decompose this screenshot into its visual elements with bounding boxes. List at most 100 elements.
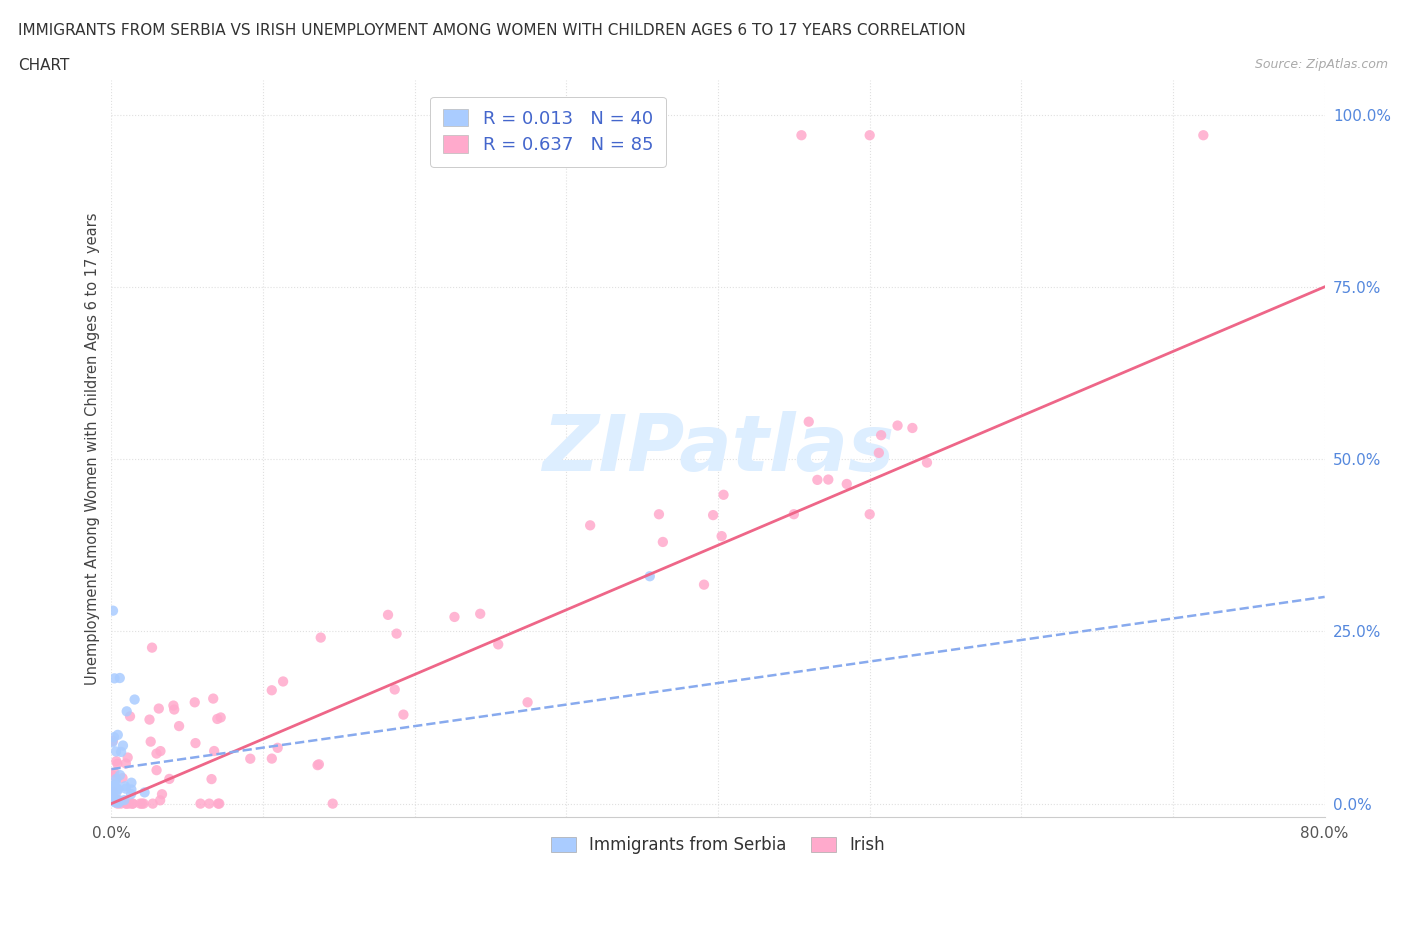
Point bbox=[308, 757, 330, 772]
Point bbox=[322, 796, 344, 811]
Point bbox=[101, 604, 124, 618]
Point bbox=[105, 744, 128, 759]
Point bbox=[198, 796, 221, 811]
Point bbox=[209, 710, 232, 724]
Point bbox=[271, 674, 294, 689]
Point bbox=[108, 671, 131, 685]
Point bbox=[167, 719, 190, 734]
Point bbox=[105, 776, 128, 790]
Point bbox=[183, 695, 205, 710]
Y-axis label: Unemployment Among Women with Children Ages 6 to 17 years: Unemployment Among Women with Children A… bbox=[86, 212, 100, 685]
Point bbox=[162, 698, 184, 713]
Point bbox=[121, 796, 143, 811]
Point bbox=[141, 640, 163, 655]
Point bbox=[120, 787, 142, 802]
Point bbox=[131, 796, 153, 811]
Point bbox=[124, 692, 146, 707]
Point bbox=[702, 508, 724, 523]
Point bbox=[105, 756, 128, 771]
Point bbox=[190, 796, 212, 811]
Point bbox=[115, 796, 138, 811]
Point bbox=[202, 744, 225, 759]
Point bbox=[790, 127, 813, 142]
Point bbox=[149, 744, 172, 759]
Text: CHART: CHART bbox=[18, 58, 70, 73]
Point bbox=[103, 765, 125, 780]
Point bbox=[148, 701, 170, 716]
Point bbox=[120, 776, 142, 790]
Point bbox=[103, 790, 125, 805]
Point bbox=[470, 606, 492, 621]
Text: IMMIGRANTS FROM SERBIA VS IRISH UNEMPLOYMENT AMONG WOMEN WITH CHILDREN AGES 6 TO: IMMIGRANTS FROM SERBIA VS IRISH UNEMPLOY… bbox=[18, 23, 966, 38]
Point bbox=[101, 786, 124, 801]
Point bbox=[103, 671, 125, 685]
Point bbox=[103, 768, 125, 783]
Point bbox=[121, 796, 143, 811]
Point bbox=[443, 609, 465, 624]
Point bbox=[200, 772, 222, 787]
Point bbox=[107, 792, 129, 807]
Point bbox=[114, 778, 136, 793]
Point bbox=[638, 569, 661, 584]
Point bbox=[579, 518, 602, 533]
Point bbox=[104, 781, 127, 796]
Point bbox=[710, 528, 733, 543]
Point bbox=[104, 795, 127, 810]
Point bbox=[145, 746, 167, 761]
Legend: Immigrants from Serbia, Irish: Immigrants from Serbia, Irish bbox=[544, 830, 891, 860]
Point bbox=[260, 751, 283, 766]
Point bbox=[307, 758, 329, 773]
Point bbox=[101, 735, 124, 750]
Point bbox=[105, 753, 128, 768]
Point bbox=[101, 793, 124, 808]
Point bbox=[184, 736, 207, 751]
Point bbox=[129, 796, 152, 811]
Point bbox=[108, 793, 131, 808]
Point bbox=[266, 740, 288, 755]
Point bbox=[101, 782, 124, 797]
Point bbox=[118, 709, 141, 724]
Point bbox=[859, 507, 882, 522]
Point bbox=[817, 472, 839, 487]
Point bbox=[486, 637, 509, 652]
Point bbox=[385, 626, 408, 641]
Point bbox=[208, 796, 231, 811]
Point bbox=[101, 792, 124, 807]
Point bbox=[107, 796, 129, 811]
Point bbox=[693, 578, 716, 592]
Point bbox=[115, 796, 138, 811]
Point bbox=[145, 763, 167, 777]
Point bbox=[107, 782, 129, 797]
Point bbox=[114, 781, 136, 796]
Point bbox=[886, 418, 908, 433]
Point bbox=[806, 472, 828, 487]
Point bbox=[104, 792, 127, 807]
Text: Source: ZipAtlas.com: Source: ZipAtlas.com bbox=[1254, 58, 1388, 71]
Point bbox=[202, 691, 225, 706]
Point bbox=[651, 535, 673, 550]
Point bbox=[859, 127, 882, 142]
Point bbox=[107, 727, 129, 742]
Point bbox=[132, 796, 155, 811]
Point bbox=[260, 683, 283, 698]
Point bbox=[111, 738, 134, 753]
Point bbox=[309, 631, 332, 645]
Point bbox=[111, 771, 134, 786]
Point bbox=[139, 734, 162, 749]
Point bbox=[118, 796, 141, 811]
Point bbox=[101, 783, 124, 798]
Point bbox=[105, 772, 128, 787]
Point bbox=[901, 420, 924, 435]
Point bbox=[112, 792, 135, 807]
Point bbox=[870, 428, 893, 443]
Point bbox=[207, 796, 229, 811]
Point bbox=[377, 607, 399, 622]
Point bbox=[103, 730, 125, 745]
Point bbox=[392, 707, 415, 722]
Point bbox=[105, 784, 128, 799]
Point bbox=[157, 772, 180, 787]
Point bbox=[101, 790, 124, 804]
Point bbox=[783, 507, 806, 522]
Point bbox=[713, 487, 735, 502]
Point bbox=[868, 445, 890, 460]
